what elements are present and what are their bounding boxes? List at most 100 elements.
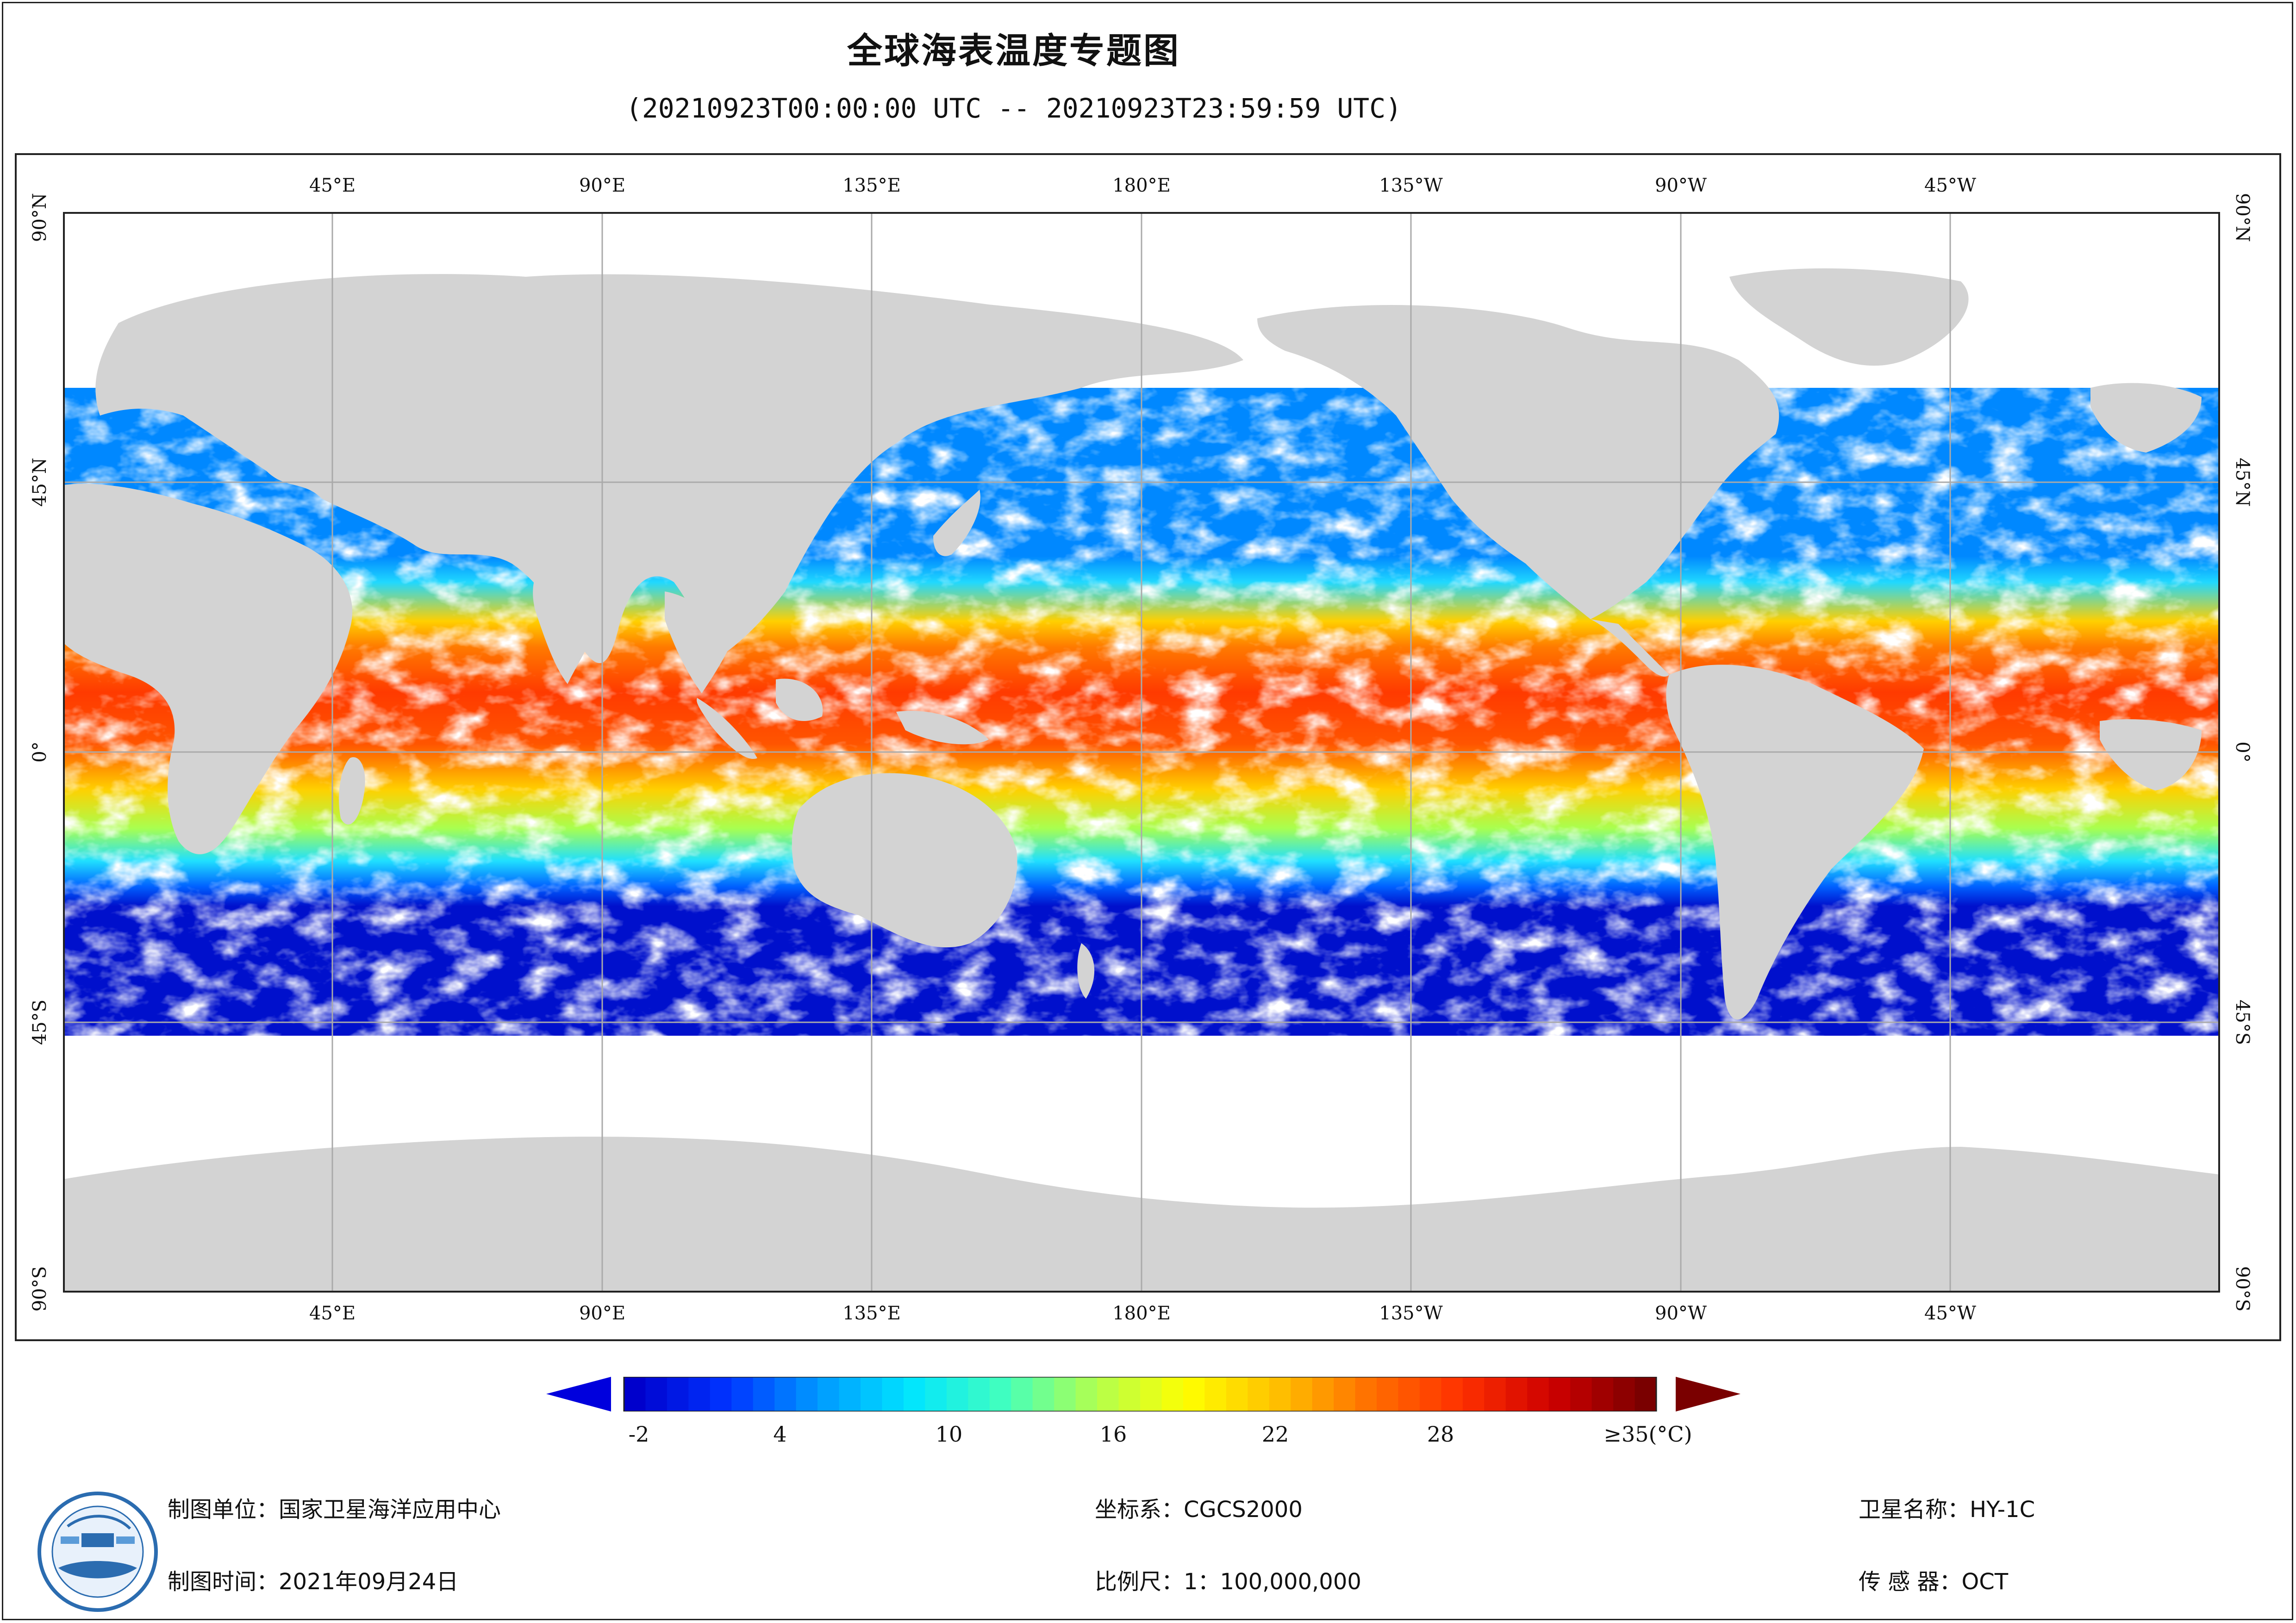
colorbar-cell [882,1377,904,1412]
map-scale: 比例尺：1：100,000,000 [1095,1569,1361,1595]
land-europe [2090,383,2202,453]
land-africa [63,484,353,854]
lon-label-bottom: 90°W [1654,1303,1707,1324]
lat-label-left: 0° [29,741,50,763]
colorbar-cell [1527,1377,1549,1412]
land-new-guinea [896,711,989,745]
mapping-time: 制图时间：2021年09月24日 [168,1569,459,1595]
lon-label-top: 180°E [1112,175,1171,196]
colorbar-cell [1011,1377,1033,1412]
colorbar-cell [925,1377,947,1412]
coordinate-system: 坐标系：CGCS2000 [1095,1497,1303,1523]
land-madagascar [339,757,365,825]
land-eurasia [95,274,1244,663]
sst-colorbar [546,1377,1741,1412]
lat-label-left: 90°N [29,193,50,242]
colorbar-cell [1570,1377,1592,1412]
colorbar-cell [1441,1377,1463,1412]
land-new-zealand [1077,943,1095,999]
colorbar-tick-label: ≥35(°C) [1603,1422,1692,1447]
land-central-america [1591,619,1669,677]
land-japan [933,490,980,556]
colorbar-cell [1161,1377,1184,1412]
colorbar-cell [710,1377,732,1412]
colorbar-max-arrow [1676,1377,1741,1412]
land-north-america [1257,305,1779,619]
colorbar-cell [968,1377,990,1412]
lat-label-right: 45°N [2232,458,2253,507]
lon-label-top: 90°E [579,175,626,196]
lat-label-left: 45°N [29,458,50,507]
colorbar-cell [1377,1377,1399,1412]
colorbar-tick-label: 16 [1099,1422,1127,1447]
colorbar-cell [1591,1377,1614,1412]
colorbar-cell [1635,1377,1657,1412]
colorbar-cell [839,1377,861,1412]
colorbar-outline [623,1377,1657,1412]
colorbar-cell [688,1377,711,1412]
colorbar-cell [1140,1377,1162,1412]
colorbar-cells [624,1377,1657,1412]
colorbar-cell [1398,1377,1420,1412]
colorbar-cell [731,1377,754,1412]
colorbar-cell [1419,1377,1442,1412]
colorbar-min-arrow [546,1377,611,1412]
time-range-subtitle: (20210923T00:00:00 UTC -- 20210923T23:59… [625,93,1402,124]
graticule [63,212,2220,1293]
lon-label-top: 135°E [842,175,901,196]
colorbar-cell [1355,1377,1377,1412]
colorbar-divider [611,1377,624,1412]
colorbar-cell [1248,1377,1270,1412]
lon-label-bottom: 135°E [842,1303,901,1324]
land-sumatra [697,698,757,759]
lat-label-right: 90°N [2232,193,2253,242]
colorbar-cell [1054,1377,1076,1412]
lon-label-top: 45°E [309,175,356,196]
colorbar-tick-label: 28 [1427,1422,1454,1447]
colorbar-cell [796,1377,818,1412]
colorbar-cell [1075,1377,1098,1412]
lat-label-right: 45°S [2232,999,2253,1045]
land-indochina [665,591,730,693]
land-india [533,564,609,684]
lon-label-bottom: 90°E [579,1303,626,1324]
colorbar-cell [861,1377,883,1412]
colorbar-cell [1334,1377,1356,1412]
colorbar-cell [903,1377,926,1412]
colorbar-cell [1548,1377,1571,1412]
colorbar-tick-label: -2 [628,1422,649,1447]
colorbar-cell [667,1377,689,1412]
colorbar-tick-label: 4 [773,1422,787,1447]
lon-label-top: 90°W [1654,175,1707,196]
colorbar-cell [946,1377,968,1412]
colorbar-cell [1505,1377,1528,1412]
lon-label-bottom: 45°E [309,1303,356,1324]
colorbar-cell [1484,1377,1506,1412]
lat-label-left: 45°S [29,999,50,1045]
lat-label-right: 0° [2232,741,2253,763]
sensor-name: 传 感 器：OCT [1859,1569,2009,1595]
land-south-america [1666,665,1924,1020]
land-west-africa [2100,719,2202,790]
colorbar-cell [753,1377,775,1412]
colorbar-cell [817,1377,840,1412]
lon-label-bottom: 45°W [1924,1303,1977,1324]
colorbar-cell [1613,1377,1635,1412]
lon-label-bottom: 180°E [1112,1303,1171,1324]
colorbar-cell [1226,1377,1248,1412]
colorbar-cell [774,1377,797,1412]
lat-label-left: 90°S [29,1266,50,1312]
colorbar-cell [1269,1377,1291,1412]
lon-label-top: 45°W [1924,175,1977,196]
nsoas-logo-icon [37,1492,158,1612]
colorbar-cell [1032,1377,1054,1412]
sst-map [63,212,2220,1293]
colorbar-cell [624,1377,646,1412]
colorbar-tick-label: 22 [1261,1422,1289,1447]
colorbar-cell [1462,1377,1485,1412]
page-title: 全球海表温度专题图 [847,30,1180,71]
map-frame [15,153,2281,1341]
land-borneo [776,678,823,721]
colorbar-tick-label: 10 [935,1422,963,1447]
